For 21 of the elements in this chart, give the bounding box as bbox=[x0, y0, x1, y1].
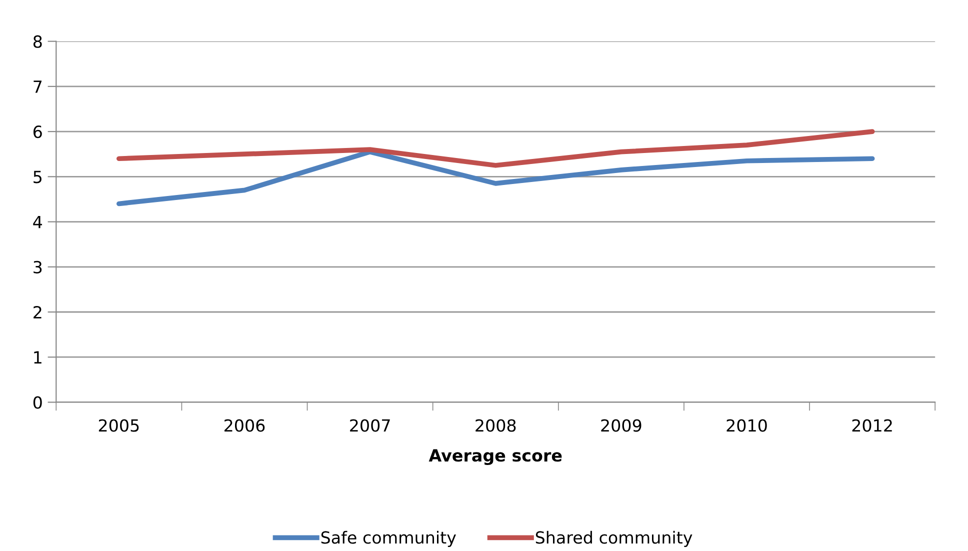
y-tick-label: 5 bbox=[34, 170, 42, 184]
x-tick-label: 2005 bbox=[98, 419, 139, 432]
x-tick-label: 2006 bbox=[224, 419, 265, 432]
x-tick-label: 2009 bbox=[601, 419, 642, 432]
y-tick-label: 0 bbox=[33, 396, 42, 409]
x-axis-title: Average score bbox=[428, 449, 562, 466]
y-tick-label: 7 bbox=[34, 80, 42, 93]
x-tick-label: 2008 bbox=[476, 419, 516, 432]
y-tick-label: 3 bbox=[34, 260, 42, 274]
line-series bbox=[116, 149, 875, 206]
y-tick-label: 1 bbox=[34, 351, 42, 364]
legend-label: Shared community bbox=[536, 530, 692, 548]
y-tick-label: 4 bbox=[33, 216, 42, 228]
y-tick-label: 8 bbox=[33, 35, 42, 48]
x-tick-label: 2010 bbox=[726, 419, 767, 432]
x-tick-label: 2012 bbox=[852, 419, 892, 432]
y-tick-label: 2 bbox=[34, 306, 42, 318]
line-series bbox=[116, 129, 875, 168]
legend-label: Safe community bbox=[321, 530, 456, 548]
y-tick-label: 6 bbox=[34, 126, 42, 138]
x-tick-label: 2007 bbox=[350, 419, 390, 432]
